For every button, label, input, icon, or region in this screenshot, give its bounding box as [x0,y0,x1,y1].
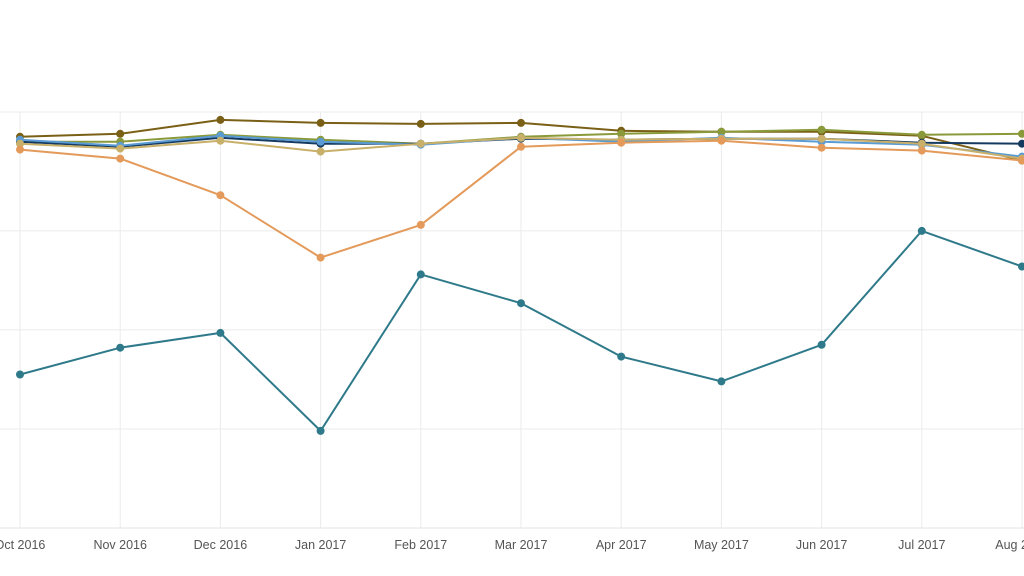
data-point[interactable] [116,343,125,352]
data-point[interactable] [416,119,425,128]
data-point[interactable] [316,118,325,127]
data-point[interactable] [817,125,826,134]
data-point[interactable] [1018,262,1024,271]
x-tick-label: Dec 2016 [194,538,248,552]
data-point[interactable] [1018,129,1024,138]
data-point[interactable] [517,142,525,151]
data-point[interactable] [316,147,325,156]
data-point[interactable] [216,328,225,337]
data-point[interactable] [116,154,125,163]
data-point[interactable] [717,377,726,386]
data-point[interactable] [316,253,325,262]
data-point[interactable] [917,139,926,148]
data-point[interactable] [216,136,225,145]
x-tick-label: Jul 2017 [898,538,945,552]
x-tick-label: Oct 2016 [0,538,45,552]
series-line [20,128,1024,145]
data-point[interactable] [617,129,626,138]
data-point[interactable] [16,139,24,148]
series-group [16,115,1024,435]
x-tick-label: Apr 2017 [596,538,647,552]
x-tick-label: Mar 2017 [495,538,548,552]
data-point[interactable] [917,146,926,155]
data-point[interactable] [416,139,425,148]
data-point[interactable] [617,138,626,147]
data-point[interactable] [216,115,225,124]
x-tick-label: May 2017 [694,538,749,552]
data-point[interactable] [116,144,125,153]
data-point[interactable] [16,370,24,379]
x-tick-label: Jun 2017 [796,538,847,552]
data-point[interactable] [16,145,24,154]
data-point[interactable] [517,133,525,142]
data-point[interactable] [116,129,125,138]
data-point[interactable] [416,270,425,279]
data-point[interactable] [517,299,525,308]
data-point[interactable] [216,191,225,200]
data-point[interactable] [817,134,826,143]
grid [0,111,1024,529]
data-point[interactable] [316,137,325,146]
data-point[interactable] [1018,156,1024,165]
data-point[interactable] [717,127,726,136]
data-point[interactable] [817,340,826,349]
data-point[interactable] [617,352,626,361]
data-point[interactable] [917,130,926,139]
series-line [19,118,1024,162]
x-tick-label: Jan 2017 [295,538,346,552]
series-5 [16,136,1024,262]
x-tick-label: Nov 2016 [93,538,147,552]
data-point[interactable] [717,136,726,145]
data-point[interactable] [917,226,926,235]
data-point[interactable] [316,426,325,435]
x-tick-label: Aug 2017 [995,538,1024,552]
series-line [19,136,1024,160]
x-axis: Oct 2016 Nov 2016 Dec 2016 Jan 2017 Feb 2017… [0,538,1024,552]
series-line [19,229,1024,432]
data-point[interactable] [1018,139,1024,148]
data-point[interactable] [517,118,525,127]
data-point[interactable] [416,220,425,229]
data-point[interactable] [817,143,826,152]
series-line [19,139,1024,259]
series-6 [16,226,1024,435]
x-tick-label: Feb 2017 [394,538,447,552]
